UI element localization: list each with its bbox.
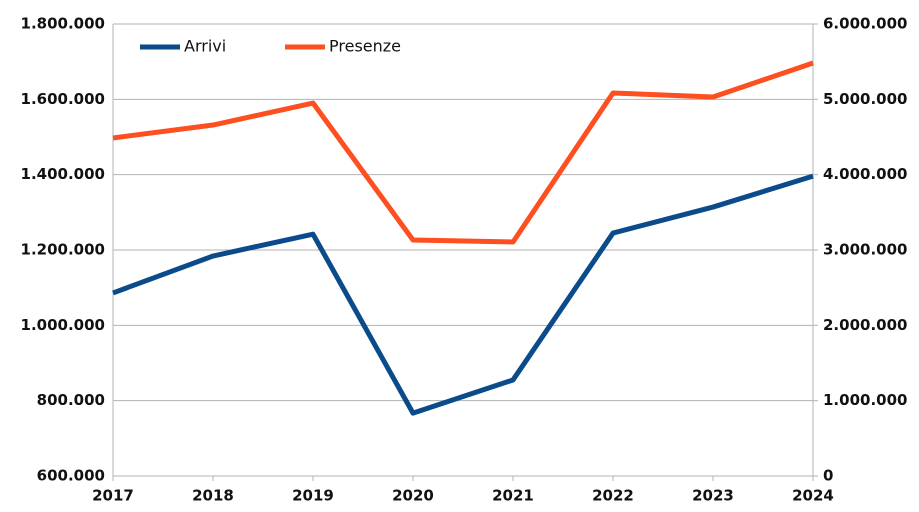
y-tick-label: 1.200.000 [21, 241, 105, 259]
y-tick-label: 800.000 [37, 391, 105, 409]
x-tick-label: 2017 [92, 487, 134, 505]
x-tick-label: 2024 [792, 487, 834, 505]
y2-tick-label: 4.000.000 [823, 165, 907, 183]
x-tick-label: 2023 [692, 487, 734, 505]
line-series [112, 60, 814, 245]
line-series [112, 173, 814, 416]
y2-tick-label: 5.000.000 [823, 90, 907, 108]
x-tick-label: 2018 [192, 487, 234, 505]
y-tick-label: 1.400.000 [21, 165, 105, 183]
legend-label: Arrivi [184, 37, 226, 56]
x-tick-label: 2019 [292, 487, 334, 505]
x-tick-label: 2022 [592, 487, 634, 505]
y-tick-label: 600.000 [37, 467, 105, 485]
x-tick-label: 2021 [492, 487, 534, 505]
y2-tick-label: 1.000.000 [823, 391, 907, 409]
y2-tick-label: 0 [823, 467, 833, 485]
x-tick-label: 2020 [392, 487, 434, 505]
y2-tick-label: 3.000.000 [823, 241, 907, 259]
legend-label: Presenze [329, 37, 401, 56]
y-tick-label: 1.000.000 [21, 316, 105, 334]
y-tick-label: 1.600.000 [21, 90, 105, 108]
y2-tick-label: 6.000.000 [823, 15, 907, 33]
y-tick-label: 1.800.000 [21, 15, 105, 33]
y2-tick-label: 2.000.000 [823, 316, 907, 334]
